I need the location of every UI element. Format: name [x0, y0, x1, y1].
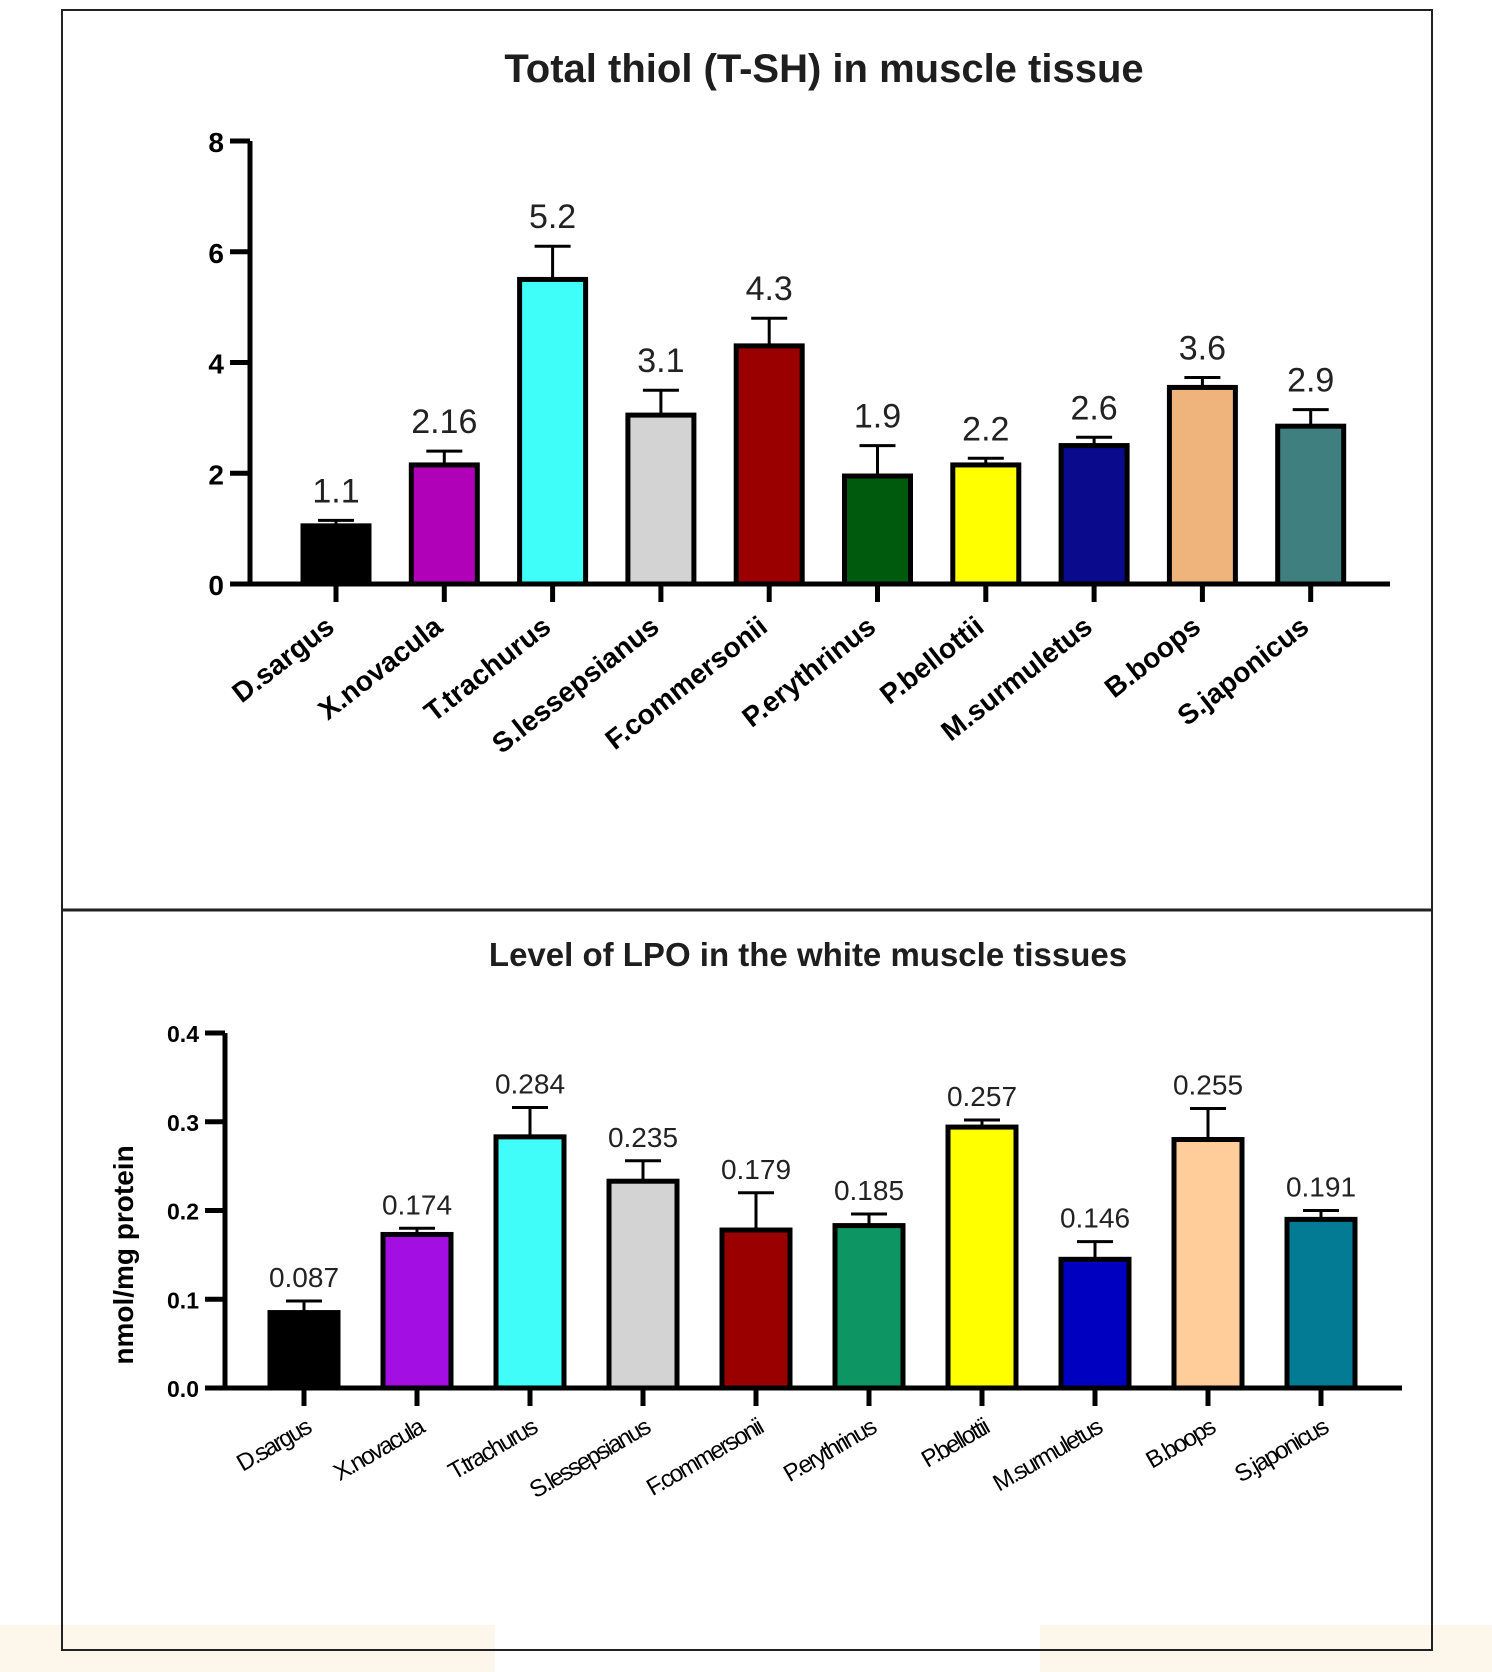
chart-1-data-label: 3.1	[637, 342, 684, 380]
chart-2-category-label: P.erythrinus	[779, 1413, 882, 1488]
chart-2-data-label: 0.257	[947, 1081, 1017, 1112]
chart-1-data-label: 5.2	[529, 198, 576, 236]
chart-1-data-label: 4.3	[746, 270, 793, 308]
bottom-strip-right	[1040, 1625, 1492, 1672]
chart-2-title: Level of LPO in the white muscle tissues	[489, 936, 1127, 973]
chart-1-y-tick-label: 4	[208, 349, 224, 380]
chart-2-bar	[832, 1223, 906, 1391]
chart-2-data-label: 0.284	[495, 1069, 565, 1100]
chart-2-category-label: M.surmuletus	[989, 1413, 1108, 1497]
chart-1-data-label: 2.9	[1287, 362, 1334, 400]
chart-2-data-label: 0.255	[1173, 1069, 1243, 1100]
chart-1-bar	[842, 473, 913, 587]
chart-1-y-tick-label: 0	[208, 570, 224, 601]
chart-1-data-label: 1.1	[312, 472, 359, 510]
chart-1-bar	[408, 462, 480, 587]
chart-2-bar	[1284, 1216, 1358, 1391]
chart-2-data-label: 0.087	[269, 1262, 339, 1293]
chart-2-data-label: 0.191	[1286, 1172, 1356, 1203]
chart-2-bar	[606, 1178, 680, 1391]
chart-2-category-label: T.trachurus	[444, 1413, 543, 1486]
chart-1-bar	[517, 276, 589, 587]
chart-1-bar	[625, 412, 697, 587]
chart-2-category-label: S.japonicus	[1230, 1413, 1334, 1488]
chart-lpo-level: Level of LPO in the white muscle tissues…	[108, 936, 1402, 1504]
chart-2-bar	[719, 1227, 793, 1391]
chart-1-y-tick-label: 2	[208, 459, 224, 490]
chart-1-data-label: 2.2	[962, 410, 1009, 448]
chart-1-bar	[300, 523, 372, 587]
chart-2-y-tick-label: 0.1	[167, 1287, 199, 1313]
chart-2-bar	[945, 1124, 1019, 1391]
chart-2-y-tick-label: 0.0	[167, 1376, 199, 1402]
chart-2-bar	[267, 1310, 341, 1391]
bottom-strip-left	[0, 1625, 495, 1672]
chart-2-data-label: 0.179	[721, 1154, 791, 1185]
chart-total-thiol: Total thiol (T-SH) in muscle tissue 0 2 4 6…	[208, 47, 1390, 759]
chart-2-category-label: B.boops	[1141, 1413, 1220, 1474]
chart-1-bars: 1.1 2.16 5.2 3.1 4.3 1.9 2.2 2.6 3.6 2.9	[300, 198, 1347, 587]
chart-1-data-label: 3.6	[1179, 329, 1226, 367]
chart-2-category-label: P.bellottii	[917, 1413, 994, 1473]
chart-1-data-label: 2.6	[1070, 389, 1117, 427]
chart-2-bar	[380, 1231, 454, 1391]
chart-1-data-label: 1.9	[854, 398, 901, 436]
chart-2-x-axis: D.sargus X.novacula T.trachurusS.lessepsia…	[232, 1388, 1334, 1504]
chart-2-category-label: D.sargus	[232, 1413, 317, 1477]
chart-2-data-label: 0.235	[608, 1122, 678, 1153]
chart-1-x-axis: D.sargusX.novaculaT.trachurusS.lessepsia…	[226, 584, 1314, 759]
chart-1-bar	[950, 462, 1022, 587]
chart-2-data-label: 0.174	[382, 1189, 452, 1220]
chart-2-y-axis-label: nmol/mg protein	[108, 1145, 139, 1364]
chart-1-y-tick-label: 6	[208, 238, 224, 269]
chart-2-y-tick-label: 0.2	[167, 1199, 199, 1225]
chart-2-category-label: X.novacula	[329, 1412, 430, 1486]
chart-1-category-label: B.boops	[1099, 610, 1206, 703]
chart-1-bar	[1166, 384, 1238, 587]
chart-1-bar	[1275, 423, 1347, 587]
chart-1-y-tick-label: 8	[208, 127, 224, 158]
chart-2-category-label: F.commersonii	[642, 1413, 768, 1501]
chart-1-data-label: 2.16	[411, 403, 477, 441]
chart-2-bars: 0.087 0.174 0.284 0.235 0.179 0.185 0.257 0.146…	[267, 1069, 1358, 1391]
chart-2-category-label: S.lessepsianus	[525, 1413, 656, 1504]
chart-2-bar	[1171, 1137, 1245, 1391]
chart-1-title: Total thiol (T-SH) in muscle tissue	[504, 47, 1143, 91]
chart-2-y-tick-label: 0.4	[167, 1021, 199, 1047]
chart-2-data-label: 0.146	[1060, 1203, 1130, 1234]
chart-2-bar	[493, 1134, 567, 1391]
chart-2-y-tick-label: 0.3	[167, 1110, 199, 1136]
chart-1-bar	[1058, 443, 1130, 587]
chart-1-bar	[733, 343, 805, 587]
chart-2-bar	[1058, 1256, 1132, 1391]
chart-2-data-label: 0.185	[834, 1175, 904, 1206]
